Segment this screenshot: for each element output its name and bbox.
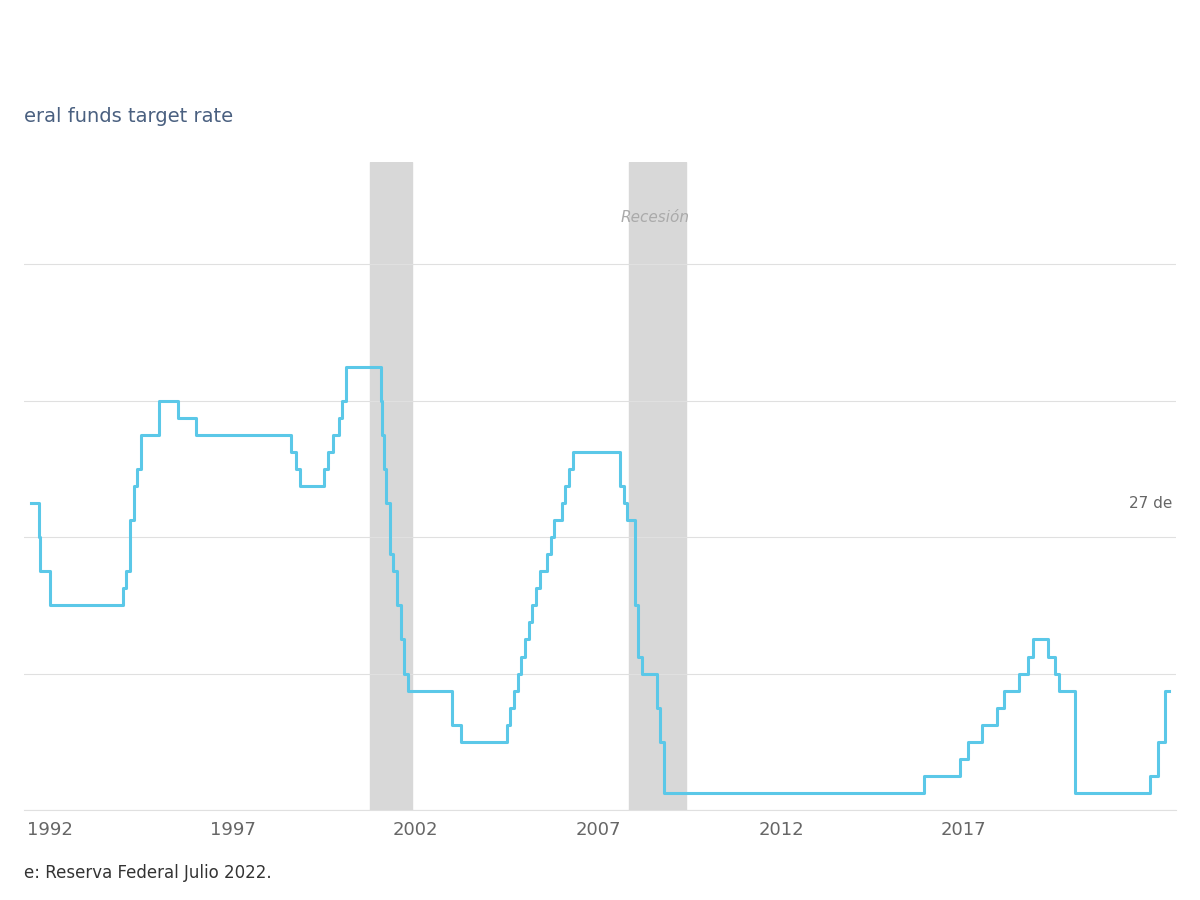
Text: 27 de: 27 de <box>1129 496 1172 510</box>
Bar <box>370 162 412 810</box>
Text: Recesión: Recesión <box>620 210 689 225</box>
Text: e: Reserva Federal Julio 2022.: e: Reserva Federal Julio 2022. <box>24 864 271 882</box>
Text: eral funds target rate: eral funds target rate <box>24 107 233 126</box>
Bar <box>629 162 686 810</box>
